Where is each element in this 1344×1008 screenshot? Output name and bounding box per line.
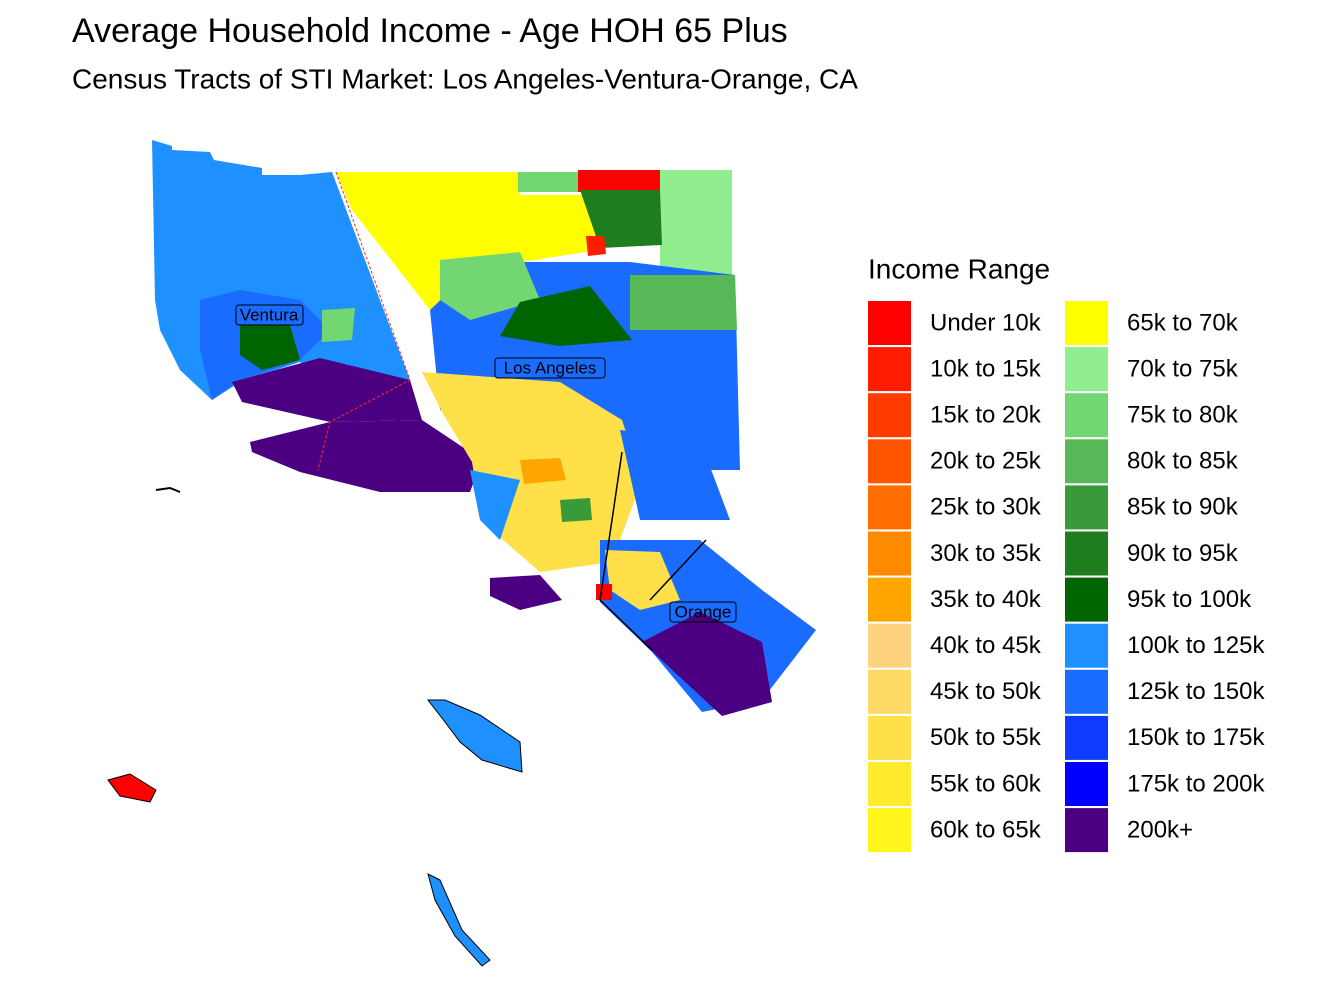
- legend: Income Range Under 10k 10k to 15k 15k to 2…: [868, 253, 1265, 853]
- map: Ventura Los Angeles Orange: [107, 140, 816, 967]
- region: [250, 420, 482, 492]
- legend-label: 30k to 35k: [930, 540, 1042, 567]
- legend-swatch: [1065, 577, 1108, 622]
- subtitle: Census Tracts of STI Market: Los Angeles…: [72, 63, 858, 94]
- legend-swatch: [1065, 762, 1108, 806]
- legend-label: 15k to 20k: [930, 402, 1042, 429]
- island: [427, 873, 491, 967]
- region: [580, 190, 662, 248]
- island: [107, 773, 157, 803]
- region: [500, 286, 632, 346]
- region: [642, 612, 772, 716]
- legend-label: 60k to 65k: [930, 816, 1042, 843]
- map-label: Ventura: [240, 305, 299, 324]
- legend-swatch: [1065, 531, 1108, 576]
- region: [336, 172, 600, 310]
- legend-label: 55k to 60k: [930, 770, 1042, 797]
- legend-label: 80k to 85k: [1127, 448, 1239, 475]
- legend-swatch: [868, 347, 911, 392]
- legend-swatch: [1065, 439, 1108, 484]
- legend-swatch: [868, 485, 911, 530]
- legend-swatch: [868, 393, 911, 438]
- legend-swatch: [1065, 715, 1108, 760]
- region: [596, 584, 612, 600]
- legend-label: 20k to 25k: [930, 448, 1042, 475]
- legend-swatch: [868, 715, 911, 760]
- legend-swatch: [868, 577, 911, 622]
- region: [240, 325, 300, 370]
- region: [605, 550, 680, 610]
- map-label: Los Angeles: [504, 358, 597, 377]
- legend-swatch: [868, 301, 911, 345]
- legend-label: 25k to 30k: [930, 494, 1042, 521]
- region: [586, 236, 606, 256]
- legend-swatch: [1065, 393, 1108, 438]
- legend-label: 40k to 45k: [930, 632, 1042, 659]
- legend-label: 175k to 200k: [1127, 770, 1265, 797]
- region: [490, 575, 562, 610]
- legend-swatch: [868, 531, 911, 576]
- legend-label: 45k to 50k: [930, 678, 1042, 705]
- region: [560, 498, 592, 522]
- map-label-box: [494, 357, 606, 379]
- county-line: [317, 171, 411, 471]
- legend-swatch: [1065, 485, 1108, 530]
- legend-label: 35k to 40k: [930, 586, 1042, 613]
- legend-label: 75k to 80k: [1127, 402, 1239, 429]
- island: [155, 486, 181, 493]
- legend-label: 70k to 75k: [1127, 355, 1239, 382]
- legend-swatch: [1065, 347, 1108, 392]
- region: [518, 172, 580, 192]
- legend-label: 50k to 55k: [930, 724, 1042, 751]
- legend-label: Under 10k: [930, 309, 1042, 336]
- legend-label: 125k to 150k: [1127, 678, 1265, 705]
- legend-label: 85k to 90k: [1127, 494, 1239, 521]
- title: Average Household Income - Age HOH 65 Pl…: [72, 12, 788, 50]
- map-label-box: [669, 601, 737, 623]
- region: [232, 358, 422, 422]
- region: [620, 430, 730, 520]
- island: [426, 699, 523, 773]
- legend-label: 150k to 175k: [1127, 724, 1265, 751]
- region: [660, 170, 732, 275]
- legend-swatch: [1065, 301, 1108, 345]
- region: [630, 275, 737, 330]
- map-label-box: [235, 304, 304, 326]
- legend-swatch: [868, 623, 911, 668]
- legend-swatch: [1065, 669, 1108, 714]
- legend-label: 95k to 100k: [1127, 586, 1252, 613]
- legend-swatch: [868, 669, 911, 714]
- legend-label: 65k to 70k: [1127, 309, 1239, 336]
- legend-swatch: [1065, 808, 1108, 853]
- legend-label: 90k to 95k: [1127, 540, 1239, 567]
- legend-title: Income Range: [868, 253, 1050, 284]
- region: [322, 308, 355, 342]
- region: [470, 470, 520, 540]
- legend-label: 10k to 15k: [930, 355, 1042, 382]
- region: [520, 458, 566, 484]
- legend-label: 100k to 125k: [1127, 632, 1265, 659]
- region: [440, 252, 540, 320]
- legend-swatch: [1065, 623, 1108, 668]
- legend-swatch: [868, 762, 911, 806]
- legend-swatch: [868, 808, 911, 853]
- legend-swatch: [868, 439, 911, 484]
- county-line: [599, 451, 707, 651]
- legend-label: 200k+: [1127, 816, 1193, 843]
- map-label: Orange: [675, 602, 732, 621]
